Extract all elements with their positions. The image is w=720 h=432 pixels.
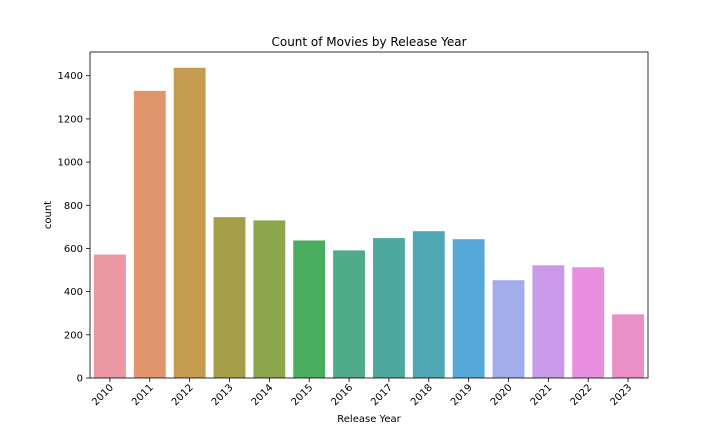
bar-2019 — [452, 239, 485, 378]
bars-group — [93, 67, 645, 379]
y-axis: 0 200 400 600 800 1000 1200 1400 — [58, 71, 90, 385]
bar-2012 — [173, 67, 206, 378]
bar-2018 — [412, 231, 445, 378]
y-tick-label: 1400 — [58, 71, 83, 82]
bar-2016 — [333, 250, 366, 378]
y-tick-label: 600 — [64, 244, 83, 255]
bar-2015 — [293, 240, 326, 378]
x-tick-label-2012: 2012 — [170, 382, 196, 408]
x-tick-label-2021: 2021 — [529, 382, 555, 408]
chart-title: Count of Movies by Release Year — [271, 35, 466, 49]
bar-2017 — [372, 238, 405, 378]
x-tick-label-2019: 2019 — [449, 382, 475, 408]
x-tick-label-2011: 2011 — [130, 382, 156, 408]
plot-frame — [89, 51, 649, 379]
y-axis-label: count — [43, 201, 54, 229]
y-tick-label: 400 — [64, 287, 83, 298]
bar-2020 — [492, 280, 525, 378]
y-tick-label: 200 — [64, 330, 83, 341]
y-tick-label: 1000 — [58, 158, 83, 169]
bar-2021 — [532, 265, 565, 378]
x-tick-label-2018: 2018 — [409, 382, 435, 408]
x-axis: 2010 2011 2012 2013 2014 2015 2016 2017 2018 2019… — [90, 378, 634, 408]
bar-2013 — [213, 217, 246, 378]
bar-2023 — [612, 314, 645, 378]
y-tick-label: 1200 — [58, 114, 83, 125]
bar-2011 — [133, 90, 166, 379]
x-tick-label-2015: 2015 — [290, 382, 316, 408]
x-tick-label-2016: 2016 — [329, 382, 355, 408]
x-axis-label: Release Year — [337, 414, 401, 425]
x-tick-label-2014: 2014 — [250, 382, 276, 408]
x-tick-label-2020: 2020 — [489, 382, 515, 408]
y-tick-label: 0 — [77, 374, 83, 385]
bar-2010 — [93, 254, 126, 378]
x-tick-label-2022: 2022 — [569, 382, 595, 408]
x-tick-label-2023: 2023 — [608, 382, 634, 408]
bar-2022 — [572, 267, 605, 378]
x-tick-label-2010: 2010 — [90, 382, 116, 408]
x-tick-label-2017: 2017 — [369, 382, 395, 408]
y-tick-label: 800 — [64, 201, 83, 212]
bar-2014 — [253, 220, 286, 378]
x-tick-label-2013: 2013 — [210, 382, 236, 408]
